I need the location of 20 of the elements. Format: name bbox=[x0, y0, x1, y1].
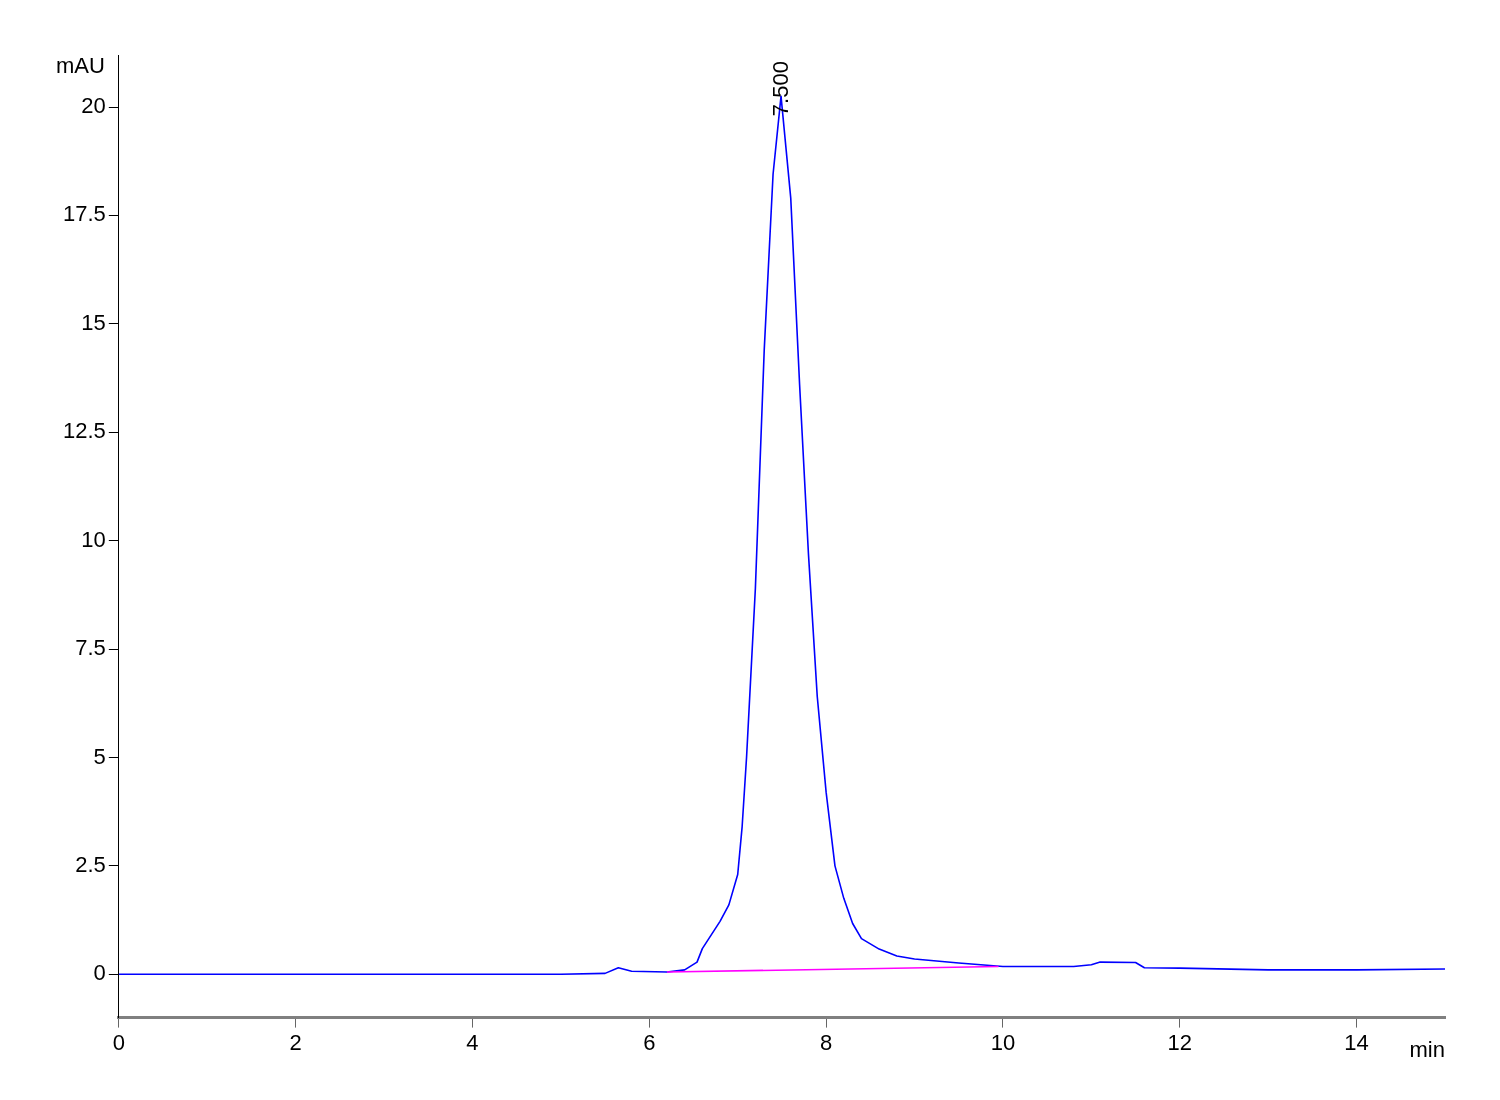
x-tick-label: 6 bbox=[643, 1029, 656, 1055]
x-tick-label: 4 bbox=[466, 1029, 479, 1055]
x-tick-label: 14 bbox=[1344, 1029, 1369, 1055]
x-tick-label: 12 bbox=[1167, 1029, 1193, 1055]
y-tick-label: 15 bbox=[81, 309, 106, 335]
y-tick-label: 2.5 bbox=[75, 851, 106, 877]
x-tick-label: 10 bbox=[990, 1029, 1016, 1055]
y-tick-label: 10 bbox=[81, 526, 106, 552]
y-tick-label: 17.5 bbox=[62, 201, 106, 227]
x-tick-label: 0 bbox=[112, 1029, 125, 1055]
x-tick-label: 2 bbox=[289, 1029, 302, 1055]
y-tick-label: 5 bbox=[93, 743, 106, 769]
y-axis-title: mAU bbox=[55, 53, 105, 79]
y-tick-label: 0 bbox=[93, 960, 106, 986]
x-axis-title: min bbox=[1409, 1036, 1445, 1062]
y-tick-label: 12.5 bbox=[62, 418, 106, 444]
annotation: 7.500 bbox=[767, 61, 793, 117]
y-tick-label: 7.5 bbox=[75, 635, 106, 661]
y-tick-label: 20 bbox=[81, 93, 106, 119]
x-tick-label: 8 bbox=[819, 1029, 833, 1055]
